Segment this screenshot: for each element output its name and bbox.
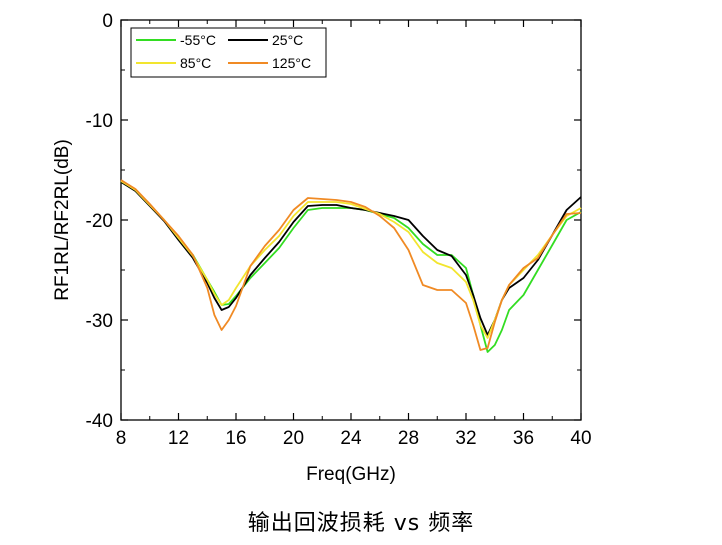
x-tick-label: 28 [398, 428, 419, 449]
y-tick-label: -30 [86, 311, 113, 332]
y-axis-title: RF1RL/RF2RL(dB) [52, 139, 73, 301]
legend-label: -55°C [180, 32, 216, 48]
legend-label: 25°C [272, 32, 303, 48]
axis-ticks: 8 12 16 20 24 28 32 36 40 0 -10 -20 -30 -40 [86, 11, 592, 449]
figure-caption: 输出回波损耗 vs 频率 [247, 511, 475, 536]
legend-box [130, 27, 327, 78]
y-tick-label: -10 [86, 111, 113, 132]
series-line-125C [120, 179, 582, 351]
x-tick-label: 36 [513, 428, 534, 449]
x-tick-label: 20 [283, 428, 304, 449]
legend: -55°C 25°C 85°C 125°C [130, 27, 327, 78]
y-tick-label: -20 [86, 211, 113, 232]
return-loss-chart: 8 12 16 20 24 28 32 36 40 0 -10 -20 -30 -40 Freq(GHz)… [52, 11, 592, 485]
x-tick-label: 32 [455, 428, 476, 449]
legend-label: 85°C [180, 55, 211, 71]
y-tick-label: 0 [102, 11, 113, 32]
series-lines [120, 179, 582, 353]
legend-label: 125°C [272, 55, 311, 71]
plot-frame [120, 19, 582, 421]
series-line-85C [120, 180, 582, 339]
x-tick-label: 8 [116, 428, 127, 449]
x-tick-label: 24 [340, 428, 362, 449]
x-tick-label: 12 [168, 428, 189, 449]
x-tick-label: 16 [225, 428, 246, 449]
x-tick-label: 40 [570, 428, 591, 449]
x-axis-title: Freq(GHz) [306, 464, 396, 485]
y-tick-label: -40 [86, 411, 113, 432]
